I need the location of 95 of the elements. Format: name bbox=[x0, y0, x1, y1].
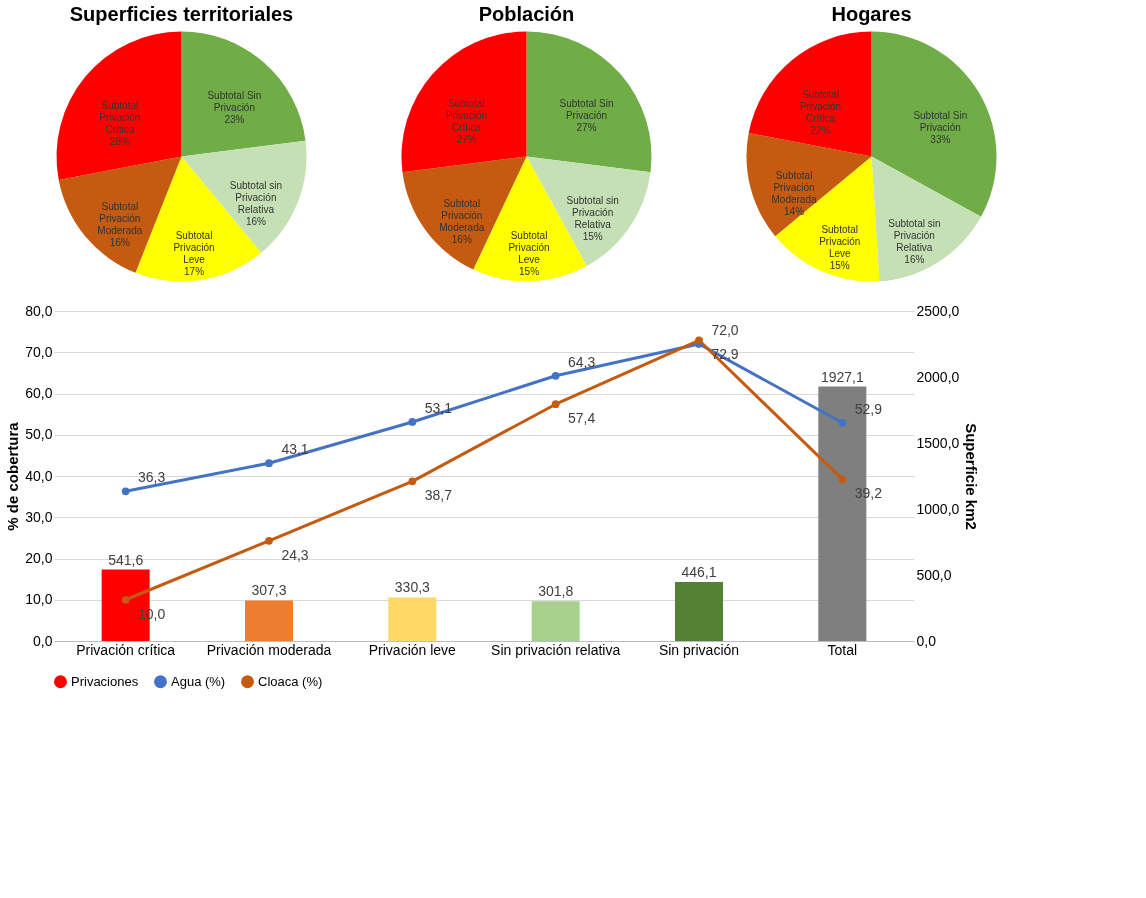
point bbox=[408, 418, 417, 426]
slice-label: Subtotal Sin Privación bbox=[207, 90, 262, 114]
bar bbox=[245, 600, 293, 641]
point bbox=[265, 459, 273, 468]
slice-label: Subtotal sin Privación Relativa bbox=[229, 179, 283, 215]
slice-label: Subtotal Privación Crítica bbox=[445, 97, 488, 133]
y-tick-label: 50,0 bbox=[25, 426, 53, 443]
x-tick-label: Sin privación relativa bbox=[491, 641, 621, 658]
data-label: 15% bbox=[829, 259, 850, 271]
data-label: 446,1 bbox=[681, 564, 717, 581]
slice-label: Subtotal Privación Moderada bbox=[97, 201, 143, 237]
data-label: 15% bbox=[519, 266, 540, 278]
slice-label: Subtotal Privación Crítica bbox=[799, 88, 842, 124]
y2-tick-label: 1500,0 bbox=[916, 434, 960, 451]
data-label: 16% bbox=[245, 215, 266, 227]
data-label: 22% bbox=[810, 124, 831, 136]
y-axis-title: % de cobertura bbox=[4, 421, 22, 531]
data-label: 72,0 bbox=[711, 322, 739, 338]
point bbox=[265, 536, 273, 545]
chart-title: Población bbox=[478, 3, 575, 25]
data-label: 23% bbox=[224, 114, 245, 126]
pie-slice bbox=[401, 31, 527, 173]
slice-label: Subtotal Privación Leve bbox=[508, 230, 550, 266]
data-label: 16% bbox=[451, 233, 472, 245]
slice-label: Subtotal Privación Moderada bbox=[439, 197, 485, 233]
pie-slice bbox=[56, 31, 182, 180]
data-label: 541,6 bbox=[108, 551, 144, 568]
data-label: 307,3 bbox=[251, 582, 287, 599]
point bbox=[695, 336, 703, 345]
x-tick-label: Total bbox=[827, 641, 858, 658]
slice-label: Subtotal Privación Leve bbox=[173, 229, 215, 265]
chart-title: Hogares bbox=[831, 3, 912, 25]
pie-slice bbox=[871, 31, 997, 217]
data-label: 16% bbox=[904, 254, 925, 266]
x-tick-label: Sin privación bbox=[658, 641, 740, 658]
legend-label: Agua (%) bbox=[171, 673, 226, 689]
y-tick-label: 80,0 bbox=[25, 302, 53, 319]
data-label: 53,1 bbox=[424, 399, 453, 416]
y-tick-label: 10,0 bbox=[25, 591, 53, 608]
point bbox=[408, 477, 417, 486]
slice-label: Subtotal sin Privación Relativa bbox=[566, 195, 619, 231]
point bbox=[121, 595, 130, 604]
bar bbox=[675, 582, 723, 641]
y-tick-label: 60,0 bbox=[25, 385, 53, 401]
data-label: 27% bbox=[456, 133, 477, 145]
y-tick-label: 0,0 bbox=[33, 632, 53, 649]
bar bbox=[531, 601, 580, 641]
data-label: 36,3 bbox=[138, 469, 166, 486]
pie-slice bbox=[871, 156, 982, 282]
point bbox=[838, 418, 847, 427]
data-label: 64,3 bbox=[568, 353, 596, 370]
y2-tick-label: 500,0 bbox=[916, 566, 952, 583]
point bbox=[121, 487, 130, 496]
data-label: 43,1 bbox=[281, 441, 309, 458]
x-tick-label: Privación leve bbox=[368, 641, 457, 658]
y-tick-label: 30,0 bbox=[25, 508, 53, 525]
chart-title: Superficies territoriales bbox=[69, 3, 294, 25]
y2-tick-label: 2500,0 bbox=[916, 302, 960, 319]
slice-label: Subtotal Sin Privación bbox=[913, 109, 968, 133]
y2-tick-label: 2000,0 bbox=[916, 368, 960, 385]
legend-label: Cloaca (%) bbox=[258, 673, 323, 689]
data-label: 14% bbox=[784, 206, 805, 218]
slice-label: Subtotal Privación Leve bbox=[819, 223, 861, 259]
point bbox=[838, 475, 847, 484]
legend-label: Privaciones bbox=[71, 673, 139, 689]
y2-axis-title: Superficie km2 bbox=[963, 423, 981, 530]
data-label: 28% bbox=[109, 135, 130, 147]
y-tick-label: 70,0 bbox=[25, 343, 53, 360]
bar bbox=[388, 597, 437, 641]
point bbox=[551, 371, 560, 380]
x-tick-label: Privación crítica bbox=[76, 641, 176, 658]
y2-tick-label: 0,0 bbox=[916, 632, 937, 649]
slice-label: Subtotal Privación Moderada bbox=[771, 170, 817, 206]
data-label: 57,4 bbox=[568, 410, 596, 427]
x-tick-label: Privación moderada bbox=[206, 641, 332, 658]
data-label: 24,3 bbox=[281, 546, 309, 563]
data-label: 301,8 bbox=[538, 583, 574, 600]
y-tick-label: 40,0 bbox=[25, 467, 53, 484]
pie-slice bbox=[181, 31, 306, 157]
y-tick-label: 20,0 bbox=[25, 550, 53, 566]
slice-label: Subtotal Privación Crítica bbox=[99, 99, 141, 135]
point bbox=[551, 400, 560, 409]
data-label: 1927,1 bbox=[820, 368, 864, 385]
slice-label: Subtotal Sin Privación bbox=[559, 97, 614, 121]
slice-label: Subtotal sin Privación Relativa bbox=[888, 218, 941, 254]
data-label: 27% bbox=[576, 121, 597, 133]
y2-tick-label: 1000,0 bbox=[916, 500, 960, 517]
pie-slice bbox=[748, 31, 872, 157]
pie-slice bbox=[526, 31, 652, 173]
data-label: 33% bbox=[930, 133, 951, 145]
data-label: 330,3 bbox=[394, 579, 431, 596]
data-label: 15% bbox=[582, 231, 603, 243]
data-label: 38,7 bbox=[424, 487, 453, 504]
data-label: 16% bbox=[109, 237, 130, 249]
data-label: 17% bbox=[184, 265, 205, 277]
